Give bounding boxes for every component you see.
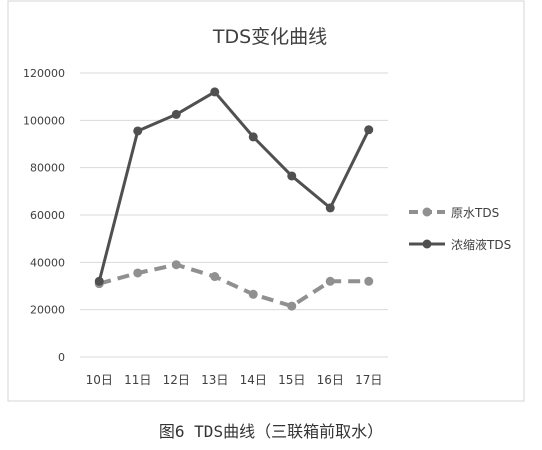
y-tick-label: 40000 [30, 256, 65, 269]
series-line-concentrate [97, 90, 371, 282]
chart-container: TDS变化曲线 0 20000 40000 60000 80000 100000 12000… [7, 0, 525, 402]
legend: 原水TDS 浓缩液TDS [409, 206, 511, 252]
chart-title: TDS变化曲线 [212, 26, 327, 48]
legend-swatch-marker [422, 207, 432, 217]
x-tick-label: 13日 [201, 373, 228, 387]
data-point [171, 260, 181, 270]
grid-lines [80, 72, 388, 358]
legend-swatch-marker [422, 239, 432, 249]
y-tick-label: 20000 [30, 304, 65, 317]
data-point [364, 125, 374, 135]
data-point [287, 301, 297, 311]
data-point [325, 276, 335, 286]
y-tick-label: 80000 [30, 162, 65, 175]
tds-line-chart: TDS变化曲线 0 20000 40000 60000 80000 100000 12000… [7, 0, 525, 402]
x-tick-label: 10日 [86, 373, 113, 387]
data-point [94, 276, 104, 286]
x-tick-label: 12日 [163, 373, 190, 387]
data-point [133, 268, 143, 278]
data-point [248, 132, 258, 142]
y-tick-label: 60000 [30, 209, 65, 222]
y-axis-tick-labels: 0 20000 40000 60000 80000 100000 120000 [23, 67, 65, 364]
data-point [325, 203, 335, 213]
data-point [210, 87, 220, 97]
x-tick-label: 15日 [278, 373, 305, 387]
data-point [133, 126, 143, 136]
data-point [364, 276, 374, 286]
figure-caption: 图6 TDS曲线（三联箱前取水） [158, 422, 384, 441]
y-tick-label: 120000 [23, 67, 65, 80]
data-point [287, 171, 297, 181]
x-tick-label: 16日 [317, 373, 344, 387]
data-point [171, 109, 181, 119]
x-tick-label: 11日 [124, 373, 151, 387]
y-tick-label: 0 [58, 351, 65, 364]
y-tick-label: 100000 [23, 114, 65, 127]
chart-border [7, 0, 525, 402]
legend-label: 原水TDS [451, 206, 499, 220]
x-tick-label: 14日 [240, 373, 267, 387]
series-line-raw-water [98, 262, 369, 309]
data-point [248, 289, 258, 299]
data-point [210, 272, 220, 282]
legend-label: 浓缩液TDS [451, 237, 511, 252]
x-axis-tick-labels: 10日 11日 12日 13日 14日 15日 16日 17日 [86, 373, 383, 387]
x-tick-label: 17日 [355, 373, 382, 387]
series-lines [94, 87, 374, 311]
